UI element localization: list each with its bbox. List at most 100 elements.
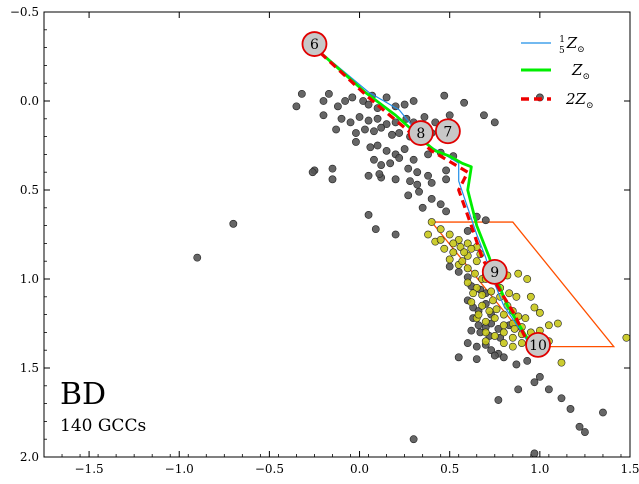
- gcc-point-yellow: [622, 333, 631, 342]
- gcc-point-yellow: [454, 235, 463, 244]
- gcc-point-yellow: [478, 291, 487, 299]
- gcc-point-yellow: [463, 239, 472, 248]
- age-marker-label-9: 9: [490, 265, 499, 281]
- gcc-point-black: [359, 97, 368, 105]
- x-tick-label: 1.0: [530, 462, 549, 476]
- panel-title: BD: [60, 377, 106, 412]
- gcc-point-black: [373, 114, 382, 123]
- x-tick-label: 1.5: [620, 462, 639, 476]
- gcc-point-yellow: [521, 314, 530, 323]
- x-tick-label: 0.0: [350, 462, 369, 476]
- gcc-point-black: [193, 253, 202, 262]
- gcc-point-yellow: [553, 319, 562, 328]
- gcc-point-yellow: [544, 321, 553, 330]
- gcc-point-black: [409, 155, 418, 164]
- gcc-point-black: [391, 230, 400, 239]
- legend-fraction-numerator: 1: [559, 35, 565, 45]
- gcc-point-black: [557, 394, 566, 403]
- gcc-point-black: [364, 116, 373, 125]
- gcc-point-yellow: [460, 248, 469, 257]
- gcc-point-black: [297, 89, 306, 98]
- gcc-point-black: [535, 372, 544, 381]
- gcc-point-yellow: [489, 296, 497, 305]
- gcc-point-black: [395, 129, 404, 137]
- legend: 1 5 Z⊙ Z⊙ 2Z⊙: [521, 34, 594, 111]
- gcc-point-black: [409, 435, 418, 444]
- legend-label-solar: Z⊙: [571, 61, 590, 82]
- gcc-point-black: [413, 180, 422, 189]
- gcc-point-black: [481, 216, 490, 225]
- gcc-point-yellow: [510, 324, 519, 333]
- x-tick-label: −1.0: [165, 462, 194, 476]
- gcc-point-black: [599, 408, 607, 417]
- legend-label-double-solar: 2Z⊙: [565, 90, 594, 111]
- gcc-point-black: [364, 100, 373, 109]
- gcc-point-yellow: [508, 333, 517, 342]
- gcc-point-yellow: [472, 283, 481, 292]
- track-fifth-solar: [310, 43, 532, 347]
- gcc-point-yellow: [467, 298, 476, 307]
- gcc-point-black: [463, 339, 472, 347]
- gcc-point-black: [418, 203, 427, 212]
- legend-fraction-denominator: 5: [559, 46, 565, 56]
- age-marker-9: [481, 258, 508, 285]
- gcc-point-black: [337, 114, 346, 123]
- x-tick-label: −0.5: [255, 462, 284, 476]
- gcc-point-yellow: [467, 244, 476, 253]
- gcc-point-yellow: [427, 218, 436, 226]
- gcc-point-black: [472, 342, 481, 351]
- gcc-point-yellow: [499, 310, 508, 319]
- gcc-point-black: [377, 161, 386, 169]
- gcc-point-black: [415, 187, 423, 196]
- gcc-point-yellow: [512, 292, 521, 301]
- gcc-point-black: [424, 171, 432, 180]
- gcc-point-black: [442, 207, 450, 216]
- gcc-point-black: [370, 155, 378, 164]
- gcc-point-yellow: [492, 305, 501, 314]
- gcc-point-black: [445, 111, 454, 120]
- gcc-point-black: [388, 130, 396, 139]
- y-tick-label: 0.5: [20, 183, 39, 197]
- gcc-point-yellow: [458, 257, 467, 266]
- legend-sun-symbol: ⊙: [586, 101, 594, 111]
- gcc-point-yellow: [508, 342, 517, 351]
- gcc-point-black: [463, 227, 472, 235]
- age-marker-7: [434, 118, 461, 145]
- age-marker-label-6: 6: [310, 37, 319, 53]
- gcc-point-yellow: [456, 243, 465, 251]
- gcc-point-black: [324, 89, 333, 98]
- gcc-point-black: [544, 385, 553, 394]
- x-tick-label: 0.5: [440, 462, 459, 476]
- gcc-point-yellow: [463, 264, 472, 273]
- legend-sun-symbol: ⊙: [577, 45, 585, 55]
- gcc-point-black: [319, 111, 328, 120]
- gcc-point-yellow: [490, 314, 499, 323]
- gcc-point-black: [395, 154, 404, 162]
- gcc-point-yellow: [557, 358, 566, 367]
- gcc-point-black: [494, 396, 503, 404]
- gcc-point-black: [364, 171, 373, 180]
- legend-sun-symbol: ⊙: [582, 72, 590, 82]
- gcc-point-black: [229, 219, 238, 228]
- gcc-point-yellow: [449, 239, 458, 248]
- gcc-point-black: [308, 168, 317, 177]
- gcc-point-black: [499, 353, 508, 362]
- gcc-point-black: [406, 177, 414, 185]
- age-marker-6: [301, 31, 328, 57]
- gcc-point-yellow: [481, 317, 490, 326]
- gcc-point-black: [530, 378, 539, 387]
- gcc-point-black: [373, 141, 382, 150]
- gcc-point-yellow: [487, 287, 496, 296]
- gcc-point-black: [442, 166, 450, 175]
- gcc-point-black: [355, 113, 364, 121]
- gcc-point-yellow: [535, 308, 544, 317]
- gcc-point-yellow: [517, 339, 526, 347]
- gcc-point-black: [319, 97, 328, 105]
- legend-z-symbol: Z: [566, 34, 578, 52]
- gcc-point-black: [371, 225, 380, 234]
- gcc-point-yellow: [472, 257, 481, 266]
- gcc-point-yellow: [481, 337, 490, 346]
- gcc-point-black: [454, 267, 463, 276]
- age-marker-10: [525, 331, 551, 358]
- gcc-point-black: [420, 113, 429, 121]
